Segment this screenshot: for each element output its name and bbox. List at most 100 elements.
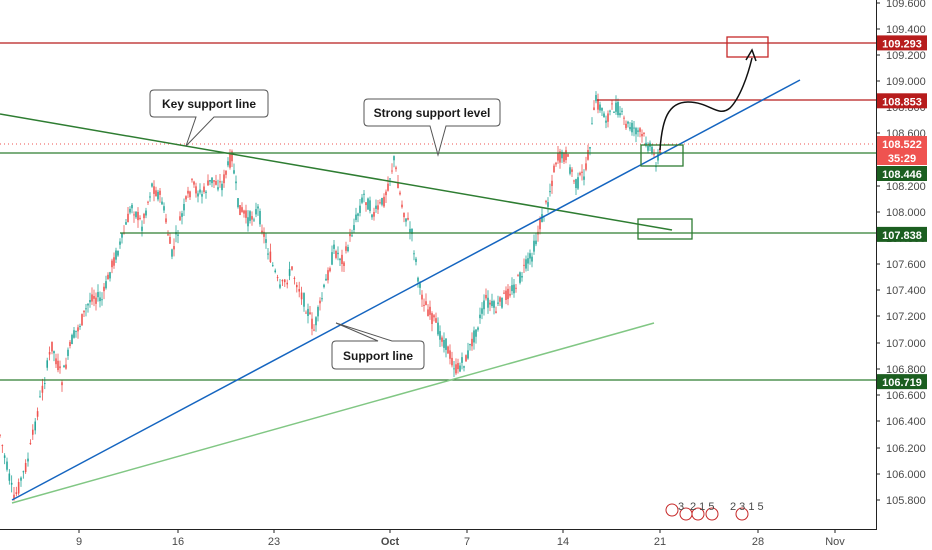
entry-box [640,144,684,167]
candle-body [339,258,341,261]
candle-body [91,294,93,302]
candle-body [173,246,175,250]
candle-body [461,357,463,363]
candle-body [105,281,107,289]
candle-body [457,363,459,370]
time-tick-label: Oct [381,536,400,548]
candle-body [193,181,195,185]
candle-body [535,240,537,245]
price-axis-background [877,0,932,550]
candle-body [203,186,205,192]
candle-body [411,228,413,235]
candle-body [347,246,349,252]
price-label-text: 108.522 [882,139,922,151]
candle-body [577,177,579,189]
candle-body [107,274,109,280]
candle-body [353,225,355,230]
candle-body [373,212,375,217]
event-icons[interactable]: 3 2 1 5 2 3 1 5 [665,501,764,521]
candle-body [127,213,129,223]
candle-body [71,334,73,345]
candle-body [481,308,483,314]
candle-body [323,284,325,288]
candle-body [613,111,615,113]
candle-body [399,192,401,195]
candle-body [601,107,603,111]
candle-body [591,123,593,125]
candle-body [495,311,497,313]
candle-body [571,169,573,172]
candle-body [284,279,286,283]
candle-body [517,275,519,277]
candle-body [291,266,293,270]
candle-body [163,206,165,211]
candle-body [32,429,34,435]
candle-body [617,102,619,116]
candle-body [119,241,121,245]
price-label-box [877,35,927,51]
candle-body [111,260,113,268]
candle-body [65,364,67,369]
candle-body [525,259,527,269]
candle-body [169,237,171,244]
candle-body [333,244,335,249]
candle-body [131,204,133,209]
price-tick-label: 108.200 [886,181,926,193]
candle-body [625,123,627,129]
candle-body [349,233,351,237]
candle-body [13,494,15,500]
price-tick-label: 106.600 [886,390,926,402]
price-tick-label: 106.200 [886,443,926,455]
candle-body [165,218,167,223]
candle-body [15,492,18,495]
projection-arrow [659,57,753,151]
candle-body [73,330,75,338]
candle-body [276,277,279,279]
candle-body [397,182,399,189]
candle-body [427,309,429,316]
arrow-head-icon [745,48,757,62]
candle-body [635,128,637,135]
candle-body [329,268,331,272]
candle-body [255,209,257,215]
key-support-trendline [0,113,673,231]
candle-body [647,146,649,151]
candle-body [29,442,32,445]
candle-body [437,322,439,335]
candle-body [557,152,559,161]
candle-body [403,213,405,218]
candle-body [288,269,291,276]
candle-body [293,277,296,279]
candle-body [181,213,183,217]
candle-body [599,104,601,111]
candle-body [298,289,300,292]
candle-body [93,295,95,299]
price-label-box [877,374,927,390]
candle-body [539,219,541,230]
price-label-box [877,150,927,165]
price-label-text: 35:29 [888,153,916,165]
support-box [637,218,693,240]
candle-body [141,226,143,231]
candle-body [555,162,557,165]
candle-body [379,202,381,204]
candle-body [417,277,419,282]
candle-body [375,205,377,209]
candle-body [83,310,85,313]
candle-body [46,360,48,368]
price-tick-label: 107.400 [886,285,926,297]
candle-body [75,330,77,332]
candle-body [521,276,523,278]
candle-body [89,299,91,303]
candle-body [221,183,223,191]
candle-body [48,352,51,355]
candle-body [629,127,631,130]
candle-body [195,186,197,194]
time-axis[interactable]: 9 16 23 Oct 7 14 21 28 Nov [76,529,845,548]
candle-body [27,458,29,462]
callout-strong-support: Strong support level [363,98,501,157]
candle-body [593,107,595,111]
price-label-box [877,93,927,109]
candle-body [279,284,281,288]
